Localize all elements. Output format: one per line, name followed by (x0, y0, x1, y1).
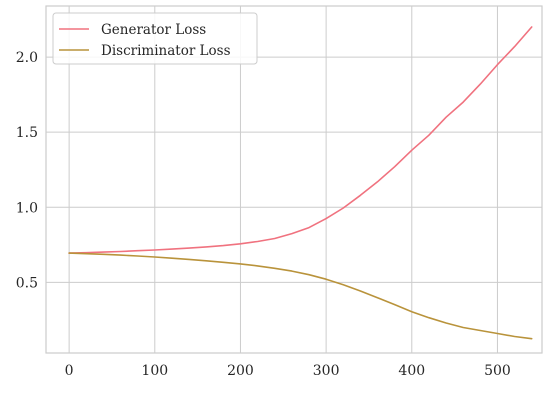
y-tick-label: 1.0 (16, 200, 38, 216)
series-layer (68, 26, 533, 340)
x-tick-label: 0 (65, 363, 74, 379)
legend-label-discriminator-loss: Discriminator Loss (101, 43, 231, 59)
y-tick-label: 1.5 (16, 125, 38, 141)
plot-frame (45, 5, 543, 354)
x-tick-label: 200 (227, 363, 254, 379)
legend: Generator Loss Discriminator Loss (52, 12, 258, 65)
x-tick-label: 100 (141, 363, 168, 379)
tick-labels: 0 100 200 300 400 500 0.5 1.0 1.5 2.0 (16, 50, 511, 379)
series-line-discriminator-loss (68, 252, 533, 340)
x-tick-label: 500 (484, 363, 511, 379)
x-tick-label: 300 (313, 363, 340, 379)
legend-box (52, 12, 258, 65)
y-tick-label: 0.5 (16, 275, 38, 291)
x-tick-label: 400 (398, 363, 425, 379)
series-line-generator-loss (68, 26, 533, 254)
y-tick-label: 2.0 (16, 50, 38, 66)
legend-label-generator-loss: Generator Loss (101, 22, 206, 38)
